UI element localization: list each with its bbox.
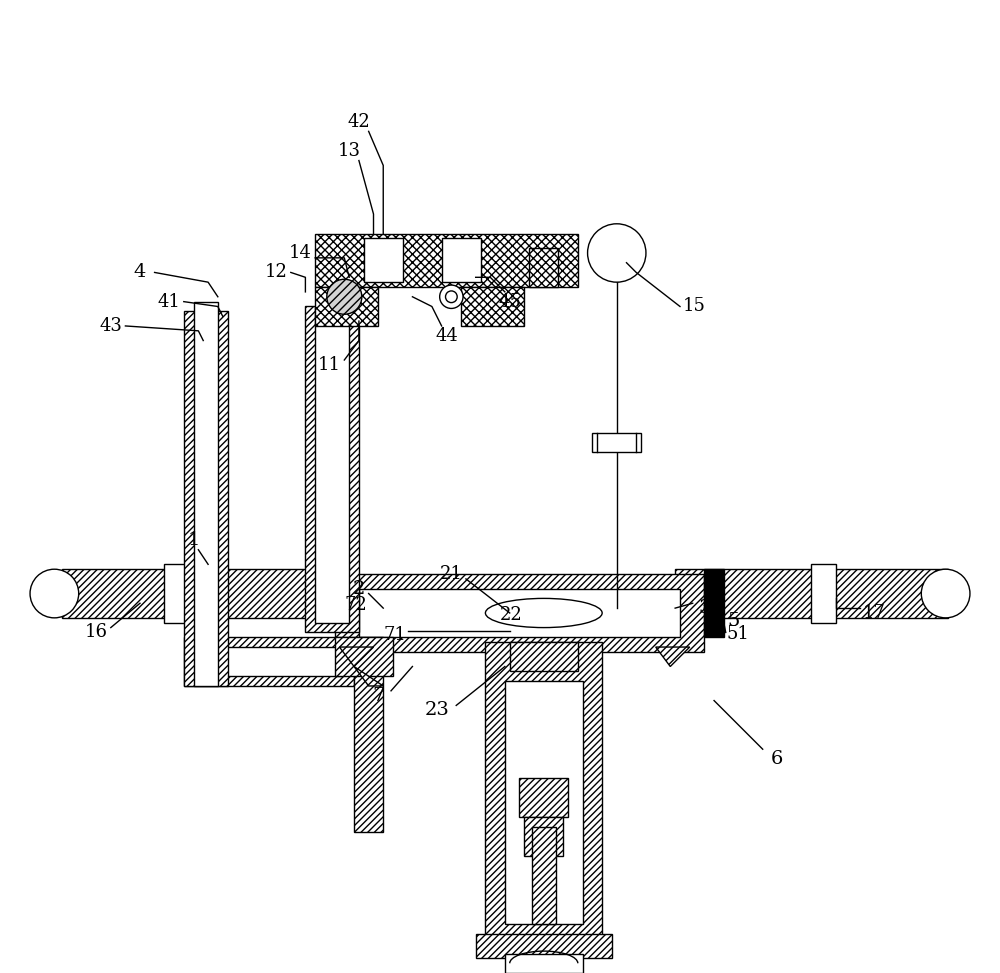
Bar xyxy=(359,589,680,637)
Bar xyxy=(510,642,578,671)
Bar xyxy=(704,569,724,637)
Text: 6: 6 xyxy=(771,750,783,768)
Polygon shape xyxy=(656,647,690,667)
Text: 21: 21 xyxy=(440,565,463,583)
Bar xyxy=(476,934,612,958)
Text: 41: 41 xyxy=(158,293,181,310)
Bar xyxy=(354,637,383,832)
Bar xyxy=(315,306,349,623)
Bar xyxy=(195,647,342,676)
Text: 5: 5 xyxy=(727,612,740,630)
Circle shape xyxy=(446,291,457,303)
Bar xyxy=(592,433,641,452)
Bar xyxy=(505,681,583,924)
Text: 51: 51 xyxy=(727,626,750,643)
Polygon shape xyxy=(339,647,374,667)
Circle shape xyxy=(327,279,362,314)
Bar xyxy=(442,238,481,282)
Circle shape xyxy=(440,285,463,308)
Bar xyxy=(524,817,563,856)
Text: 1: 1 xyxy=(187,531,200,549)
Bar xyxy=(62,569,335,618)
Bar xyxy=(184,637,354,686)
Bar xyxy=(315,287,378,326)
Bar xyxy=(305,306,359,632)
Text: 72: 72 xyxy=(345,596,367,614)
Text: 42: 42 xyxy=(348,113,370,130)
Text: 12: 12 xyxy=(265,264,288,281)
Circle shape xyxy=(588,224,646,282)
Bar xyxy=(184,311,228,686)
Bar xyxy=(335,637,393,676)
Bar xyxy=(519,778,568,817)
Text: 3: 3 xyxy=(698,599,711,617)
Text: 2: 2 xyxy=(353,580,365,597)
Text: 71: 71 xyxy=(383,627,406,644)
Bar xyxy=(532,827,556,924)
Text: 14: 14 xyxy=(289,244,312,262)
Text: 17: 17 xyxy=(863,604,886,622)
Text: 45: 45 xyxy=(498,293,521,310)
Text: 43: 43 xyxy=(99,317,122,335)
Bar xyxy=(505,954,583,973)
Ellipse shape xyxy=(485,598,602,628)
Polygon shape xyxy=(354,667,383,686)
Text: 22: 22 xyxy=(500,606,523,624)
Text: 13: 13 xyxy=(338,142,361,160)
Bar xyxy=(164,564,189,623)
Text: 11: 11 xyxy=(318,356,341,374)
Text: 16: 16 xyxy=(85,624,108,641)
Text: 4: 4 xyxy=(134,264,146,281)
Text: 15: 15 xyxy=(683,298,706,315)
Bar xyxy=(529,248,558,287)
Circle shape xyxy=(30,569,79,618)
Bar xyxy=(315,234,578,287)
Circle shape xyxy=(921,569,970,618)
Text: 23: 23 xyxy=(424,702,449,719)
Bar xyxy=(335,574,704,652)
Bar xyxy=(364,238,403,282)
Text: 7: 7 xyxy=(372,687,385,704)
Bar xyxy=(675,569,948,618)
Bar xyxy=(811,564,836,623)
Text: 44: 44 xyxy=(435,327,458,344)
Bar xyxy=(194,302,218,686)
Bar xyxy=(461,287,524,326)
Bar xyxy=(485,642,602,954)
